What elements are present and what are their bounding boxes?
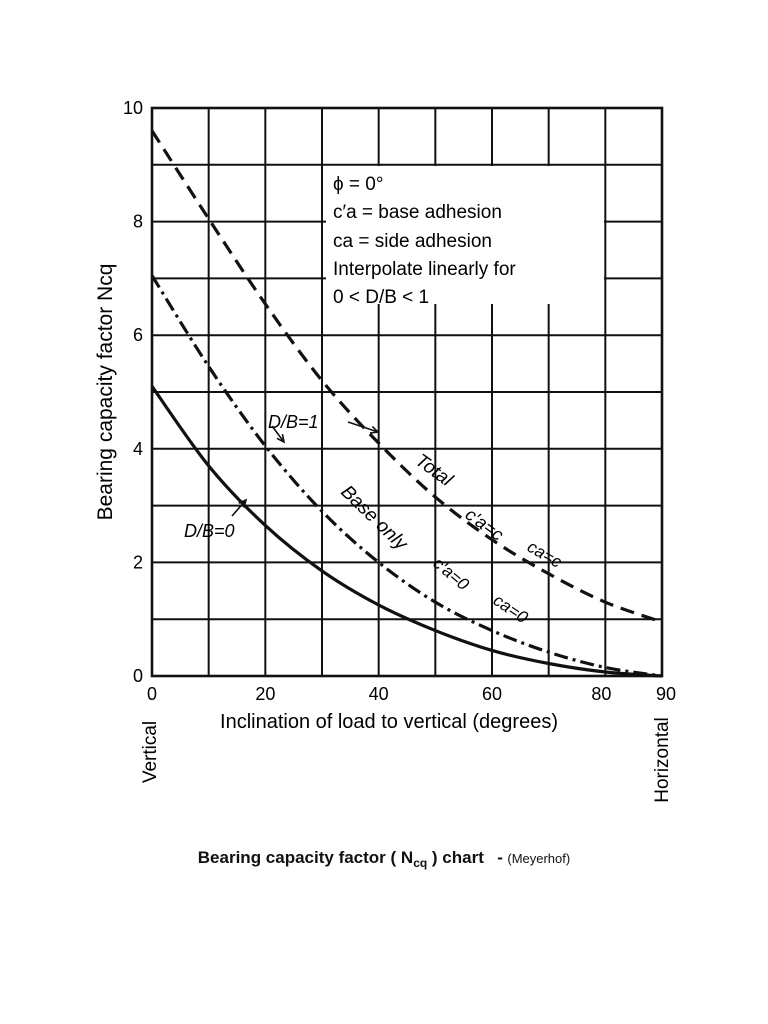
x-axis-label: Inclination of load to vertical (degrees…: [220, 711, 558, 733]
series-group: [150, 129, 663, 678]
caption-dash: -: [497, 848, 503, 867]
x-end-label-left: Vertical: [140, 721, 161, 783]
annotation-arrowhead: [238, 498, 248, 508]
annotation-label: D/B=0: [184, 521, 235, 541]
series-line-2: [150, 129, 663, 624]
y-tick-label: 6: [133, 325, 143, 345]
x-tick-label: 0: [147, 684, 157, 704]
note-line: 0 < D/B < 1: [333, 287, 429, 308]
annotation-label: ca=0: [490, 591, 532, 628]
annotation-label: Base only: [337, 481, 413, 555]
plot-frame: [150, 106, 664, 678]
x-tick-label: 40: [369, 684, 389, 704]
note-line: ϕ = 0°: [333, 174, 383, 195]
annotation-leader: [231, 499, 247, 517]
annotation-leader: [347, 421, 379, 433]
chart-caption: Bearing capacity factor ( Ncq ) chart - …: [0, 848, 768, 870]
y-tick-label: 4: [133, 439, 143, 459]
caption-subscript: cq: [413, 856, 428, 870]
note-line: Interpolate linearly for: [333, 259, 516, 280]
x-tick-label: 60: [482, 684, 502, 704]
caption-title-end: ) chart: [427, 848, 484, 867]
annotation-leader: [271, 425, 285, 443]
y-tick-label: 2: [133, 552, 143, 572]
note-line: ca = side adhesion: [333, 231, 492, 252]
y-axis-label: Bearing capacity factor Ncq: [94, 264, 117, 521]
annotation-label: c′a=c: [462, 504, 508, 545]
axes: 0 20 40 60 80 90 0 2 4 6 8 10 Inclination of load to…: [94, 98, 676, 803]
x-tick-label: 20: [255, 684, 275, 704]
notes-background: [326, 166, 604, 304]
series-line-1: [150, 274, 663, 678]
annotation-arrowhead: [369, 425, 380, 434]
y-tick-label: 0: [133, 666, 143, 686]
caption-source: (Meyerhof): [507, 851, 571, 866]
y-tick-label: 10: [123, 98, 143, 118]
notes-box: ϕ = 0° c′a = base adhesion ca = side adhes…: [326, 166, 604, 308]
x-tick-label: 80: [591, 684, 611, 704]
annotation-label: D/B=1: [268, 412, 319, 432]
annotation-label: ca=c: [524, 537, 565, 572]
x-end-label-right: Horizontal: [652, 717, 673, 803]
note-line: c′a = base adhesion: [333, 202, 502, 223]
series-line-0: [150, 385, 663, 678]
annotation-arrowhead: [276, 433, 286, 444]
x-tick-label: 90: [656, 684, 676, 704]
y-tick-label: 8: [133, 212, 143, 232]
caption-title: Bearing capacity factor ( N: [197, 848, 414, 867]
annotation-label: Total: [411, 450, 457, 491]
